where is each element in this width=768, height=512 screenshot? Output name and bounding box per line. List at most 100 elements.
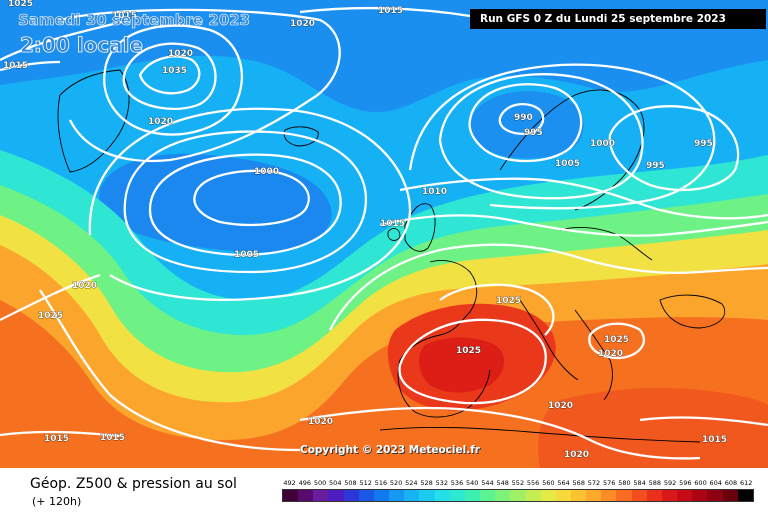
isobar-1020-north (59, 8, 341, 163)
isobar-1005-low (148, 153, 342, 257)
isobar-1025-france (439, 283, 555, 336)
scale-swatch (737, 490, 753, 501)
isobar-label: 1025 (496, 296, 521, 306)
isobars (0, 6, 768, 460)
isobar-label: 1025 (38, 311, 63, 321)
scale-value-label: 516 (374, 479, 388, 487)
scale-value-label: 560 (542, 479, 555, 487)
isobar-label: 1010 (422, 187, 447, 197)
scale-swatch (328, 490, 344, 501)
scale-swatch (464, 490, 481, 501)
scale-swatch (540, 490, 556, 501)
isobar-1015-south (0, 416, 768, 438)
isobar-1020-greenland-west (0, 60, 61, 72)
isobar-label: 1020 (548, 401, 573, 411)
scale-value-label: 528 (420, 479, 433, 487)
scale-value-label: 532 (435, 479, 448, 487)
scale-swatch (692, 490, 708, 501)
isobar-1035 (138, 55, 201, 95)
scale-value-label: 556 (526, 479, 540, 487)
scale-swatch (525, 490, 541, 501)
isobar-1010-europe (399, 177, 768, 220)
color-scale-bar (282, 489, 754, 502)
forecast-range: (+ 120h) (32, 495, 82, 508)
isobar-1015-north (0, 6, 471, 62)
isobar-1025-iberia (398, 318, 547, 405)
isobar-label: 1020 (148, 117, 173, 127)
isobar-label: 995 (524, 128, 543, 138)
run-info-banner: Run GFS 0 Z du Lundi 25 septembre 2023 (470, 9, 766, 29)
scale-swatch (283, 490, 299, 501)
scale-value-label: 548 (496, 479, 509, 487)
scale-value-label: 540 (466, 479, 479, 487)
z500-band-dark-red (418, 337, 505, 393)
coast-iceland (283, 126, 319, 147)
scale-swatch (722, 490, 738, 501)
scale-swatch (404, 490, 420, 501)
isobar-995-north (468, 83, 583, 163)
scale-swatch (419, 490, 435, 501)
scale-value-label: 572 (587, 479, 601, 487)
isobar-label: 1015 (112, 11, 137, 21)
scale-swatch (495, 490, 511, 501)
coast-north-africa (379, 426, 701, 443)
scale-value-label: 520 (389, 479, 403, 487)
isobar-label: 1025 (8, 0, 33, 9)
scale-value-label: 524 (405, 479, 418, 487)
scale-swatch (677, 490, 693, 501)
coast-france-iberia (397, 260, 491, 418)
scale-value-label: 508 (344, 479, 357, 487)
isobar-1020-south (299, 406, 701, 460)
forecast-time: 2:00 locale (20, 33, 144, 58)
scale-swatch (555, 490, 571, 501)
isobar-1015-atlantic (88, 107, 412, 301)
scale-swatch (449, 490, 465, 501)
scale-swatch (434, 490, 450, 501)
isobar-1010-low (123, 130, 368, 274)
scale-value-label: 584 (633, 479, 646, 487)
scale-value-label: 608 (724, 479, 738, 487)
isobar-label: 1005 (555, 159, 580, 169)
scale-swatch (707, 490, 723, 501)
isobar-label: 995 (694, 139, 713, 149)
isobar-label: 1020 (168, 49, 193, 59)
color-scale-labels: 492 496 500 504 508 512 516 520 524 528 532 536 540 5… (282, 479, 754, 487)
copyright-text: Copyright © 2023 Meteociel.fr (300, 444, 480, 456)
scale-swatch (661, 490, 678, 501)
isobar-990 (498, 103, 545, 136)
scale-swatch (480, 490, 496, 501)
isobar-1025-balkan (588, 322, 646, 360)
scale-swatch (601, 490, 617, 501)
isobar-label: 1025 (604, 335, 629, 345)
coast-balkans-greece (574, 309, 613, 401)
isobar-label: 1000 (254, 167, 279, 177)
geopotential-map: 1025 1015 1020 1015 1015 1020 1035 1020 … (0, 0, 768, 468)
scale-swatch (358, 490, 374, 501)
scale-swatch (631, 490, 647, 501)
isobar-label: 1015 (100, 433, 125, 443)
isobar-label: 1035 (162, 66, 187, 76)
scale-swatch (298, 490, 314, 501)
scale-value-label: 536 (450, 479, 464, 487)
coast-greenland (57, 69, 130, 173)
z500-band-east-red (538, 388, 768, 468)
coast-italy (519, 299, 579, 381)
scale-value-label: 576 (602, 479, 616, 487)
scale-value-label: 512 (359, 479, 372, 487)
scale-value-label: 496 (298, 479, 312, 487)
scale-swatch (646, 490, 662, 501)
isobar-label: 1015 (702, 435, 727, 445)
scale-swatch (343, 490, 359, 501)
scale-value-label: 500 (313, 479, 327, 487)
scale-value-label: 612 (739, 479, 753, 487)
scale-value-label: 492 (283, 479, 296, 487)
scale-value-label: 600 (694, 479, 707, 487)
scale-swatch (373, 490, 390, 501)
isobar-1000-north (438, 73, 644, 200)
scale-swatch (586, 490, 602, 501)
isobar-label: 1015 (3, 61, 28, 71)
isobar-1020-europe (328, 243, 768, 331)
scale-value-label: 568 (572, 479, 585, 487)
isobar-1020-atlantic (0, 273, 301, 452)
